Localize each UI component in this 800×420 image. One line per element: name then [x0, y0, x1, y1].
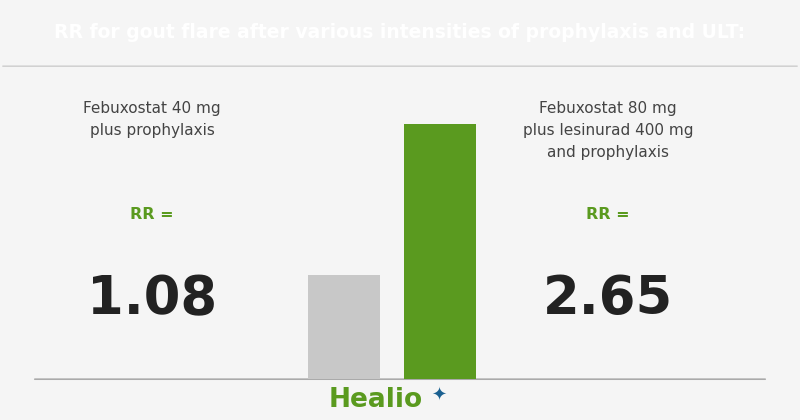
Text: Febuxostat 80 mg
plus lesinurad 400 mg
and prophylaxis: Febuxostat 80 mg plus lesinurad 400 mg a…: [522, 101, 694, 160]
Text: RR =: RR =: [130, 207, 174, 222]
Text: 1.08: 1.08: [87, 273, 217, 326]
Text: Healio: Healio: [329, 388, 423, 413]
Text: RR =: RR =: [586, 207, 630, 222]
Text: Febuxostat 40 mg
plus prophylaxis: Febuxostat 40 mg plus prophylaxis: [83, 101, 221, 138]
Text: ✦: ✦: [431, 387, 446, 405]
FancyBboxPatch shape: [308, 275, 380, 379]
Text: 2.65: 2.65: [543, 273, 673, 326]
FancyBboxPatch shape: [404, 123, 476, 379]
Text: RR for gout flare after various intensities of prophylaxis and ULT:: RR for gout flare after various intensit…: [54, 23, 746, 42]
